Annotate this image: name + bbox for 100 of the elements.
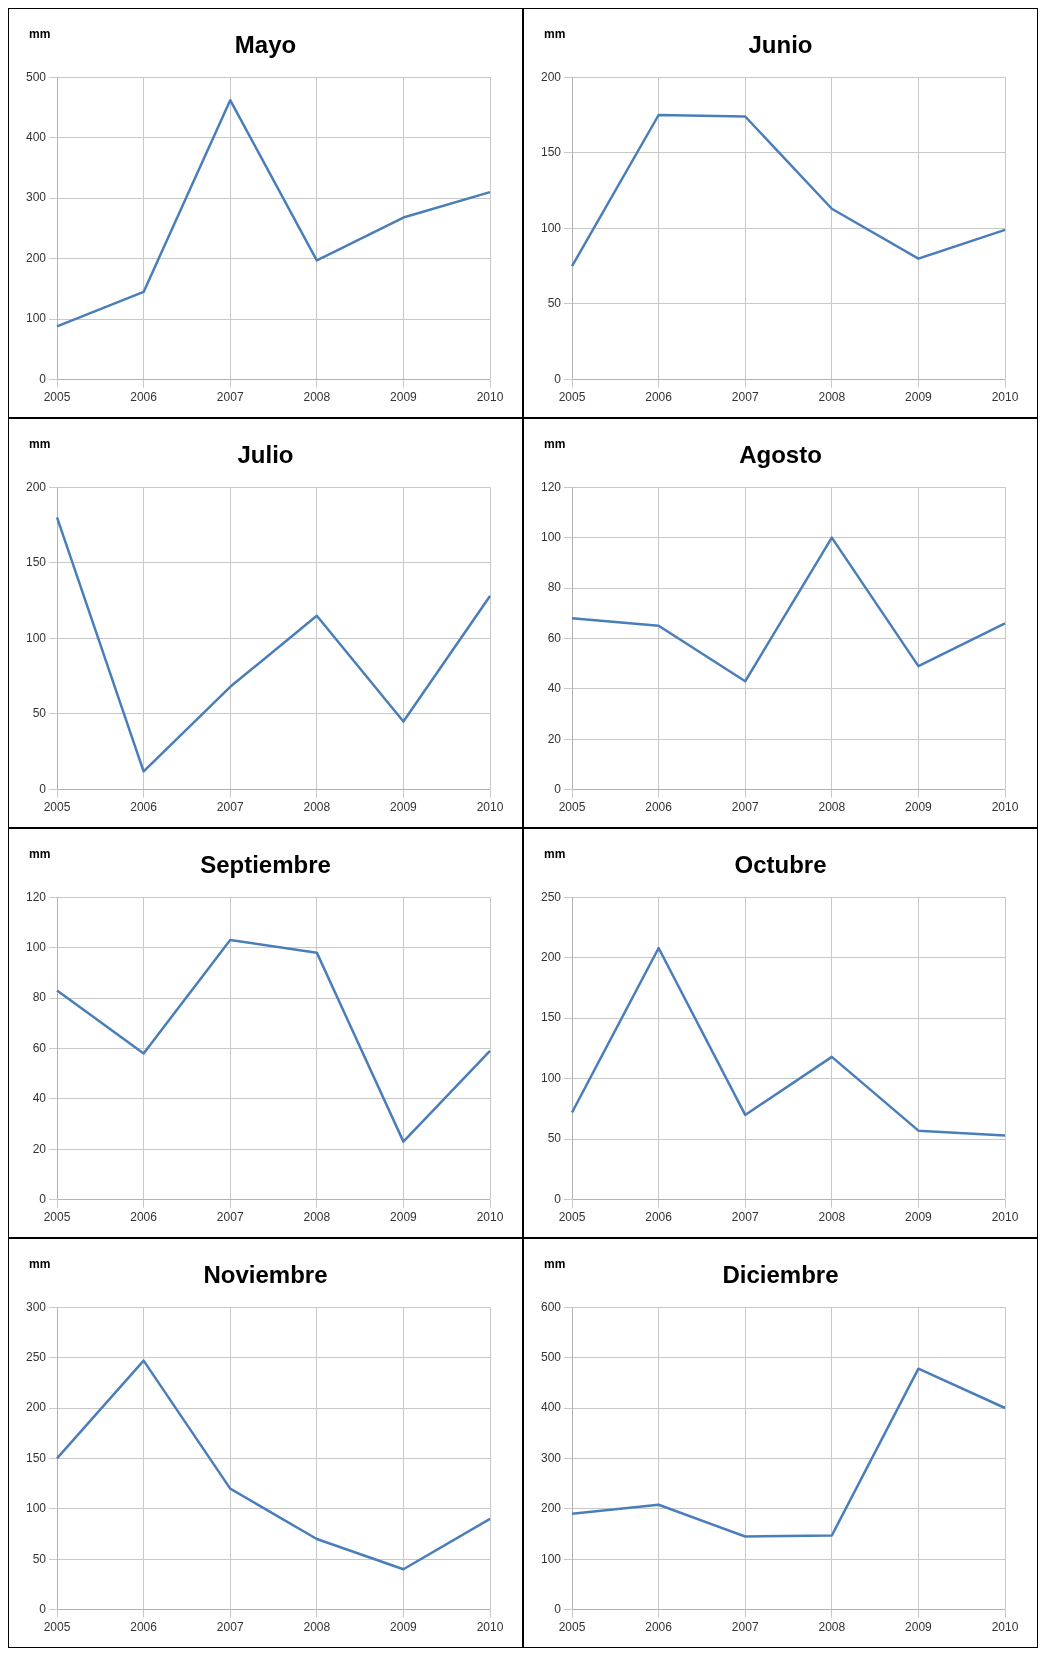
x-tick-label: 2008: [818, 1210, 846, 1225]
y-tick-label: 120: [25, 889, 47, 904]
y-axis-title: mm: [29, 27, 51, 41]
x-tick-label: 2006: [645, 1620, 673, 1635]
y-tick-label: 0: [554, 371, 562, 386]
y-tick-label: 200: [540, 69, 562, 84]
x-tick-label: 2005: [558, 800, 586, 815]
x-tick-label: 2006: [130, 1210, 158, 1225]
x-tick-label: 2008: [818, 390, 846, 405]
x-tick-label: 2005: [43, 800, 71, 815]
x-tick-label: 2007: [216, 1210, 244, 1225]
x-tick-label: 2009: [905, 390, 933, 405]
y-tick-label: 80: [547, 580, 562, 595]
x-tick-label: 2008: [303, 1620, 331, 1635]
x-tick-label: 2006: [645, 1210, 673, 1225]
y-tick-label: 400: [540, 1400, 562, 1415]
x-tick-label: 2007: [216, 390, 244, 405]
x-tick-label: 2006: [130, 1620, 158, 1635]
y-tick-label: 100: [540, 529, 562, 544]
y-tick-label: 40: [547, 681, 562, 696]
y-tick-label: 150: [25, 555, 47, 570]
x-tick-label: 2010: [991, 1620, 1019, 1635]
x-tick-label: 2005: [43, 390, 71, 405]
y-axis-title: mm: [29, 437, 51, 451]
chart-title: Octubre: [734, 851, 827, 878]
x-tick-label: 2010: [476, 1210, 504, 1225]
x-tick-label: 2009: [905, 800, 933, 815]
y-tick-label: 0: [554, 1601, 562, 1616]
y-tick-label: 0: [554, 1191, 562, 1206]
x-tick-label: 2008: [303, 800, 331, 815]
y-axis-title: mm: [544, 27, 566, 41]
x-tick-label: 2005: [43, 1620, 71, 1635]
y-axis-title: mm: [544, 1257, 566, 1271]
x-tick-label: 2007: [731, 1210, 759, 1225]
y-tick-label: 150: [540, 1010, 562, 1025]
chart-title: Septiembre: [200, 851, 331, 878]
y-tick-label: 100: [540, 220, 562, 235]
y-tick-label: 0: [554, 781, 562, 796]
y-tick-label: 100: [25, 1501, 47, 1516]
x-tick-label: 2010: [991, 1210, 1019, 1225]
x-tick-label: 2006: [130, 390, 158, 405]
y-tick-label: 400: [25, 129, 47, 144]
y-tick-label: 0: [39, 1191, 47, 1206]
y-tick-label: 300: [25, 1299, 47, 1314]
y-tick-label: 50: [547, 1131, 562, 1146]
x-tick-label: 2010: [476, 1620, 504, 1635]
y-tick-label: 200: [25, 250, 47, 265]
y-tick-label: 300: [25, 190, 47, 205]
x-tick-label: 2005: [558, 390, 586, 405]
y-tick-label: 250: [540, 889, 562, 904]
y-tick-label: 0: [39, 371, 47, 386]
x-tick-label: 2010: [476, 390, 504, 405]
x-tick-label: 2010: [476, 800, 504, 815]
y-axis-title: mm: [29, 847, 51, 861]
x-tick-label: 2008: [818, 800, 846, 815]
y-axis-title: mm: [544, 847, 566, 861]
y-tick-label: 60: [547, 630, 562, 645]
y-tick-label: 600: [540, 1299, 562, 1314]
y-tick-label: 500: [540, 1349, 562, 1364]
y-tick-label: 200: [25, 1400, 47, 1415]
x-tick-label: 2009: [905, 1620, 933, 1635]
x-tick-label: 2007: [731, 390, 759, 405]
chart-title: Julio: [237, 441, 294, 468]
y-tick-label: 200: [25, 479, 47, 494]
x-tick-label: 2010: [991, 800, 1019, 815]
x-tick-label: 2010: [991, 390, 1019, 405]
x-tick-label: 2007: [216, 800, 244, 815]
x-tick-label: 2007: [216, 1620, 244, 1635]
y-tick-label: 20: [547, 731, 562, 746]
y-axis-title: mm: [544, 437, 566, 451]
x-tick-label: 2009: [390, 800, 418, 815]
y-tick-label: 50: [32, 1551, 47, 1566]
y-tick-label: 60: [32, 1040, 47, 1055]
y-tick-label: 120: [540, 479, 562, 494]
x-tick-label: 2009: [390, 390, 418, 405]
x-tick-label: 2005: [43, 1210, 71, 1225]
y-tick-label: 80: [32, 990, 47, 1005]
y-tick-label: 250: [25, 1349, 47, 1364]
y-tick-label: 300: [540, 1450, 562, 1465]
chart-title: Diciembre: [722, 1261, 839, 1288]
y-tick-label: 100: [25, 939, 47, 954]
chart-title: Agosto: [739, 441, 822, 468]
x-tick-label: 2008: [303, 1210, 331, 1225]
x-tick-label: 2005: [558, 1620, 586, 1635]
y-axis-title: mm: [29, 1257, 51, 1271]
y-tick-label: 150: [540, 145, 562, 160]
y-tick-label: 100: [540, 1551, 562, 1566]
chart-title: Junio: [748, 31, 813, 58]
y-tick-label: 0: [39, 1601, 47, 1616]
y-tick-label: 100: [540, 1070, 562, 1085]
x-tick-label: 2007: [731, 1620, 759, 1635]
y-tick-label: 20: [32, 1141, 47, 1156]
x-tick-label: 2009: [390, 1620, 418, 1635]
x-tick-label: 2008: [303, 390, 331, 405]
x-tick-label: 2009: [390, 1210, 418, 1225]
y-tick-label: 200: [540, 949, 562, 964]
x-tick-label: 2006: [130, 800, 158, 815]
x-tick-label: 2007: [731, 800, 759, 815]
x-tick-label: 2005: [558, 1210, 586, 1225]
chart-title: Noviembre: [203, 1261, 328, 1288]
